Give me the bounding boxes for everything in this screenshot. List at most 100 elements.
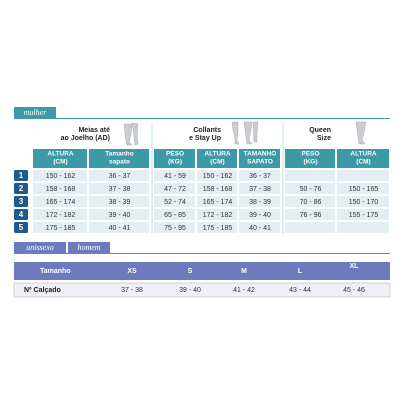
cell-value: 37 - 38 [249,186,271,193]
column-header [197,149,237,168]
leg-icon [231,121,259,145]
row-label: Nº Calçado [24,287,61,294]
size-label: M [241,268,247,275]
cell [337,183,389,194]
cell [33,196,87,207]
leg-icon [123,122,139,146]
cell [337,196,389,207]
column-header [154,149,195,168]
cell [197,222,237,233]
cell [285,196,335,207]
cell [239,196,280,207]
column-header-label: SAPATO [247,159,273,166]
tab [14,242,66,253]
column-header-label: Tamanho [105,151,133,158]
tab [14,107,56,118]
cell [154,183,195,194]
product-name: Collants [193,127,221,134]
cell-value: 172 - 182 [203,212,233,219]
size-label: XS [127,268,137,275]
tab [68,242,110,253]
row-number: 4 [19,210,24,219]
column-header-label: (CM) [356,159,370,166]
cell-value: 47 - 72 [164,186,186,193]
column-header-label: PESO [166,151,184,158]
column-header-label: (CM) [210,159,224,166]
shoe-size: 39 - 40 [179,287,201,294]
cell-value: 37 - 38 [109,186,131,193]
size-label: L [298,268,303,275]
row-number: 5 [19,223,24,232]
cell [197,196,237,207]
cell [197,183,237,194]
cell [154,196,195,207]
cell-value: 38 - 39 [109,199,131,206]
row-number: 2 [19,184,24,193]
cell [33,183,87,194]
column-header-label: (KG) [303,159,317,166]
column-header-label: sapato [109,159,130,166]
cell-value: 150 - 170 [349,199,379,206]
shoe-size: 43 - 44 [289,287,311,294]
shoe-row [13,282,391,298]
row-label: Tamanho [40,268,71,275]
cell [285,183,335,194]
cell-value: 175 - 185 [46,225,76,232]
size-label: S [188,268,193,275]
column-header [337,149,389,168]
cell [239,209,280,220]
product-name: Queen [309,127,331,134]
cell-value: 41 - 59 [164,173,186,180]
cell [337,209,389,220]
tab-label: mulher [24,108,48,117]
cell [89,183,149,194]
column-header [89,149,149,168]
shoe-size: 41 - 42 [233,287,255,294]
cell [285,170,335,181]
cell [89,222,149,233]
cell-value: 158 - 168 [203,186,233,193]
cell-value: 76 - 96 [300,212,322,219]
cell-value: 155 - 175 [349,212,379,219]
cell [239,170,280,181]
cell [33,209,87,220]
cell [154,170,195,181]
row-number-box [14,196,28,207]
cell-value: 38 - 39 [249,199,271,206]
cell [197,209,237,220]
cell-value: 50 - 76 [300,186,322,193]
cell [89,196,149,207]
row-number: 3 [19,197,24,206]
cell [197,170,237,181]
cell-value: 75 - 95 [164,225,186,232]
cell [89,170,149,181]
size-label: XL [350,263,360,270]
column-header [285,149,335,168]
product-name: ao Joelho (AD) [61,135,110,142]
cell-value: 36 - 37 [109,173,131,180]
cell-value: 52 - 74 [164,199,186,206]
column-header-label: ALTURA [350,151,377,158]
row-number-box [14,170,28,181]
cell-value: 70 - 86 [300,199,322,206]
column-header [239,149,280,168]
cell [154,209,195,220]
cell-value: 40 - 41 [109,225,131,232]
cell-value: 36 - 37 [249,173,271,180]
column-header-label: ALTURA [204,151,231,158]
cell-value: 150 - 162 [203,173,233,180]
cell-value: 150 - 162 [46,173,76,180]
product-name: Size [317,135,331,142]
cell [33,170,87,181]
cell [285,209,335,220]
cell [89,209,149,220]
cell [337,170,389,181]
cell-value: 165 - 174 [203,199,233,206]
cell-value: 158 - 168 [46,186,76,193]
row-number-box [14,209,28,220]
cell [337,222,389,233]
column-header-label: PESO [301,151,319,158]
cell-value: 165 - 174 [46,199,76,206]
cell-value: 150 - 165 [349,186,379,193]
